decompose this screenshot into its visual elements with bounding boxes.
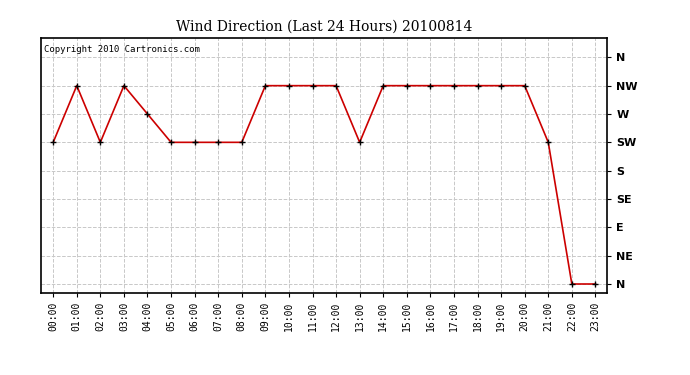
Title: Wind Direction (Last 24 Hours) 20100814: Wind Direction (Last 24 Hours) 20100814	[176, 20, 473, 33]
Text: Copyright 2010 Cartronics.com: Copyright 2010 Cartronics.com	[44, 45, 200, 54]
